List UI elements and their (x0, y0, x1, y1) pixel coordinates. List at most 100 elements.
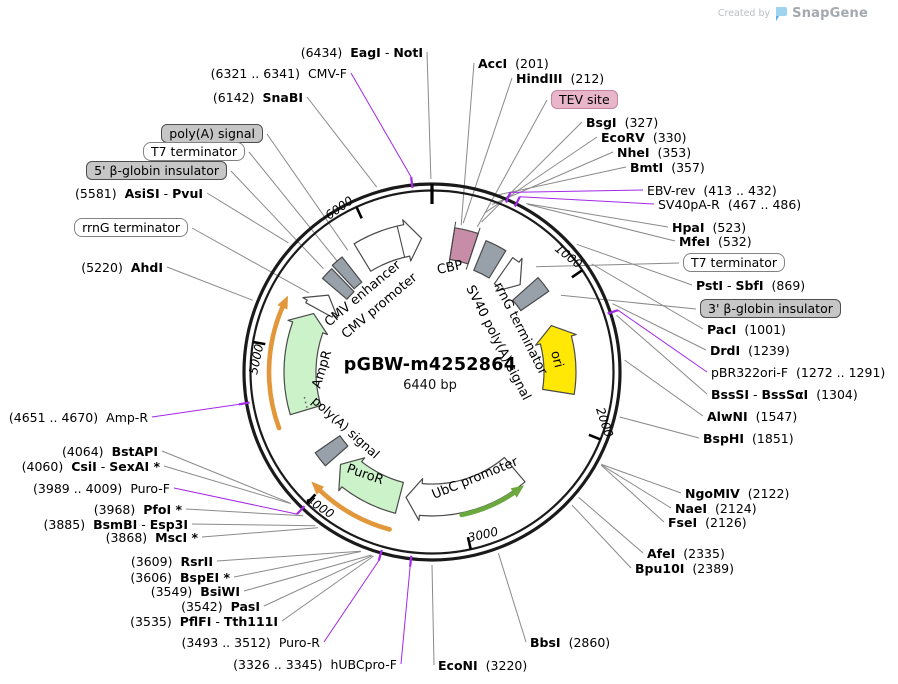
nhei-callout-line (491, 151, 614, 205)
pflfi-tth111i-label[interactable]: (3535) PflFI - Tth111I (130, 613, 278, 629)
left-white-arrow[interactable] (302, 294, 339, 319)
paci-callout-line (591, 263, 704, 330)
cmv-f-label[interactable]: (6321 .. 6341) CMV-F (210, 65, 347, 81)
downstream-gray-box[interactable] (512, 277, 550, 312)
nhei-label[interactable]: NheI (353) (617, 144, 692, 160)
bsphi-label[interactable]: BspHI (1851) (703, 430, 794, 446)
amp-r-primer-tick (238, 401, 250, 406)
5-globin-insulator-label[interactable]: 5' β-globin insulator (86, 161, 227, 180)
fsei-label[interactable]: FseI (2126) (668, 514, 747, 530)
tick-mark-5000 (252, 340, 266, 346)
polya-gray-box[interactable] (314, 435, 349, 467)
bsgi-label[interactable]: BsgI (327) (586, 114, 659, 130)
bsmbi-esp3i-callout-line (191, 523, 316, 527)
sv40-polya-box[interactable] (473, 240, 507, 279)
bsiwi-label[interactable]: (3549) BsiWI (150, 583, 240, 599)
pasi-label[interactable]: (3542) PasI (181, 598, 260, 614)
hindiii-label[interactable]: HindIII (212) (516, 70, 605, 86)
hpai-label[interactable]: HpaI (523) (672, 219, 747, 235)
puro-f-primer-tick (296, 505, 306, 515)
econi-callout-line (431, 564, 435, 666)
puror-feature[interactable] (338, 457, 404, 514)
t7-terminator-label[interactable]: T7 terminator (683, 253, 785, 272)
snabi-label[interactable]: (6142) SnaBI (212, 89, 303, 105)
psti-sbfi-label[interactable]: PstI - SbfI (869) (696, 277, 806, 293)
rrng-terminator-label[interactable]: rrnG terminator (74, 218, 188, 237)
asisi-pvui-label[interactable]: (5581) AsiSI - PvuI (75, 185, 203, 201)
mfei-label[interactable]: MfeI (532) (679, 233, 752, 249)
sv40pa-r-label[interactable]: SV40pA-R (467 .. 486) (658, 196, 802, 212)
ebv-rev-label[interactable]: EBV-rev (413 .. 432) (647, 182, 777, 198)
tev-site-label[interactable]: TEV site (551, 90, 618, 109)
ngomiv-label[interactable]: NgoMIV (2122) (685, 485, 790, 501)
ampr-orf-arc-arrowhead (277, 295, 288, 310)
sv40pa-r-primer-tick (513, 196, 521, 208)
hubcpro-f-label[interactable]: (3326 .. 3345) hUBCpro-F (233, 656, 397, 672)
ahdi-label[interactable]: (5220) AhdI (81, 259, 163, 275)
insulator-gray-box-1[interactable] (321, 268, 355, 300)
t7-terminator-label[interactable]: T7 terminator (143, 142, 245, 161)
rrng-terminator-arrow[interactable] (493, 257, 523, 292)
t7-terminator-callout-line (248, 151, 338, 262)
amp-r-label[interactable]: (4651 .. 4670) Amp-R (8, 409, 148, 425)
cmv-enhancer-promoter[interactable] (353, 219, 423, 272)
bpu10i-label[interactable]: Bpu10I (2389) (635, 560, 734, 576)
ngomiv-callout-line (601, 463, 682, 494)
ampr-orf-arc (266, 305, 285, 431)
tick-mark-4000 (305, 493, 317, 505)
csii-sexai-callout-line (163, 465, 292, 505)
rrng-terminator-callout-line (191, 227, 310, 294)
poly-a-signal-label[interactable]: poly(A) signal (161, 124, 263, 143)
pbr322ori-f-primer-tick (607, 309, 619, 315)
3-globin-insulator-label[interactable]: 3' β-globin insulator (700, 299, 841, 318)
msci-label[interactable]: (3868) MscI * (105, 529, 198, 545)
puro-f-label[interactable]: (3989 .. 4009) Puro-F (33, 480, 170, 496)
tick-mark-6000 (355, 206, 363, 219)
snapgene-logo-icon (776, 6, 788, 21)
bsmbi-esp3i-label[interactable]: (3885) BsmBI - Esp3I (43, 516, 189, 532)
pbr322ori-f-label[interactable]: pBR322ori-F (1272 .. 1291) (711, 364, 886, 380)
puror-orf-arc (318, 488, 392, 532)
hubcpro-f-primer-tick (409, 555, 413, 567)
ori-feature[interactable] (535, 325, 577, 395)
ubc-orf-arc-arrowhead (510, 485, 525, 498)
plasmid-title: pGBW-m4252864 6440 bp (344, 355, 516, 393)
alwni-callout-line (624, 359, 704, 417)
asisi-pvui-callout-line (206, 192, 289, 244)
eagi-noti-label[interactable]: (6434) EagI - NotI (300, 44, 423, 60)
mfei-callout-line (527, 203, 676, 242)
bspei-label[interactable]: (3606) BspEI * (130, 569, 230, 585)
tick-label-2000: 2000 (593, 406, 616, 440)
naei-callout-line (600, 464, 672, 509)
bstapi-label[interactable]: (4064) BstAPI (61, 443, 158, 459)
5-globin-insulator-callout-line (230, 170, 324, 269)
ecorv-label[interactable]: EcoRV (330) (601, 129, 687, 145)
cmv-f-primer-tick (410, 176, 414, 189)
ampr-feature[interactable] (283, 313, 329, 416)
alwni-label[interactable]: AlwNI (1547) (707, 408, 798, 424)
puro-r-label[interactable]: (3493 .. 3512) Puro-R (181, 634, 320, 650)
bsphi-callout-line (619, 416, 700, 439)
tick-mark-2000 (588, 433, 601, 441)
rsrii-label[interactable]: (3609) RsrII (130, 553, 213, 569)
puro-r-callout-line (323, 560, 380, 643)
snabi-callout-line (306, 96, 378, 188)
afei-label[interactable]: AfeI (2335) (647, 545, 725, 561)
bspei-callout-line (233, 551, 362, 578)
drdi-label[interactable]: DrdI (1239) (710, 342, 790, 358)
naei-label[interactable]: NaeI (2124) (675, 500, 757, 516)
bsssi-bsss-i-label[interactable]: BssSI - BssSαI (1304) (711, 386, 858, 402)
bmti-label[interactable]: BmtI (357) (630, 159, 705, 175)
hpai-callout-line (526, 203, 669, 228)
ebv-rev-primer-tick (504, 191, 512, 203)
csii-sexai-label[interactable]: (4060) CsiI - SexAI * (21, 458, 160, 474)
bbsi-label[interactable]: BbsI (2860) (530, 634, 611, 650)
cbp-feature-end-mark-0 (448, 221, 457, 266)
paci-label[interactable]: PacI (1001) (707, 321, 786, 337)
pfoi-label[interactable]: (3968) PfoI * (93, 501, 182, 517)
ahdi-callout-line (166, 266, 253, 301)
acci-label[interactable]: AccI (201) (478, 55, 549, 71)
econi-label[interactable]: EcoNI (3220) (438, 657, 528, 673)
bstapi-callout-line (161, 450, 291, 504)
insulator-gray-box-2[interactable] (331, 256, 363, 290)
